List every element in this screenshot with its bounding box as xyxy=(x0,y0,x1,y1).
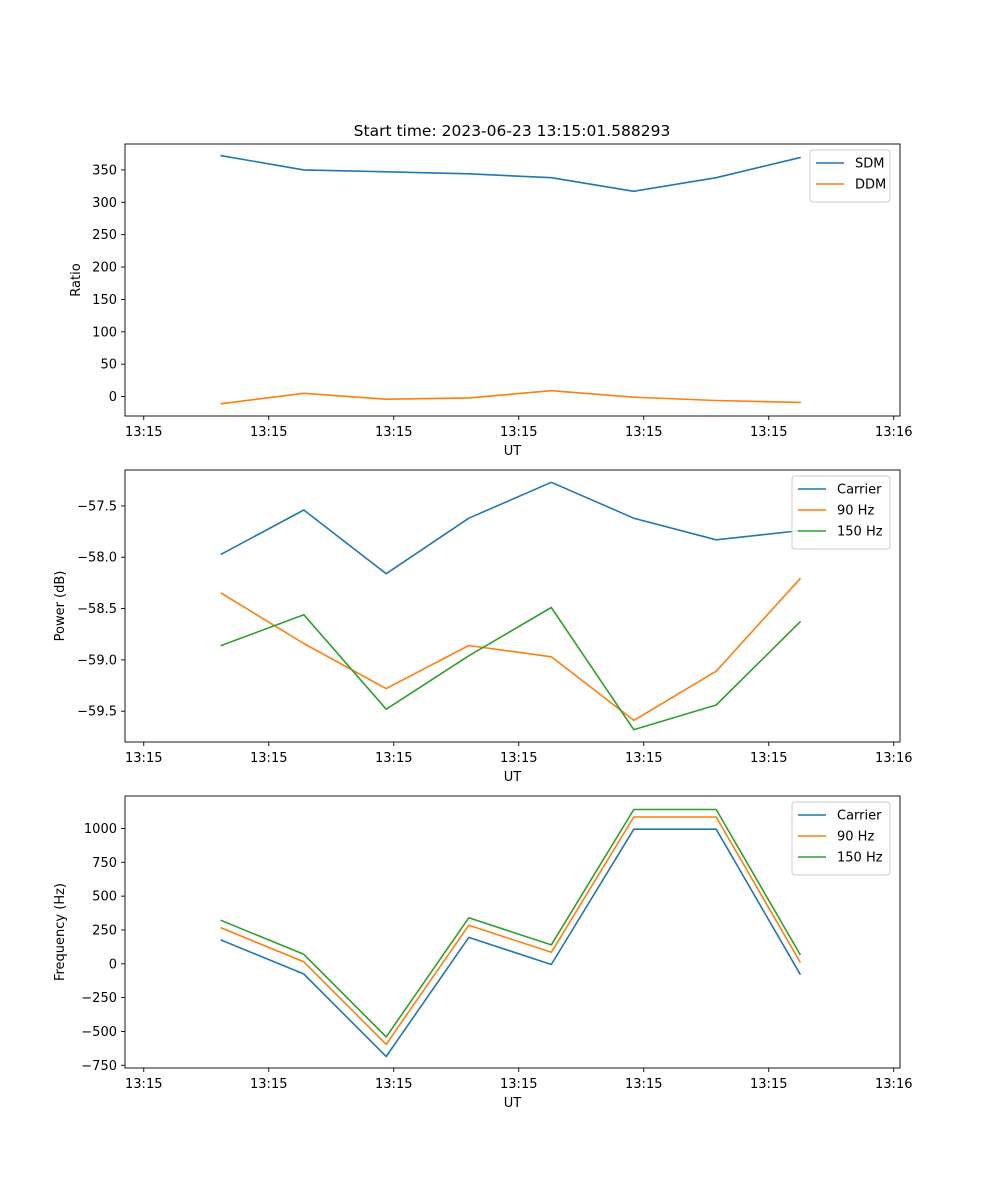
y-tick-label: 100 xyxy=(92,325,117,340)
series-line-90-hz xyxy=(220,577,802,722)
x-tick-label: 13:15 xyxy=(250,1077,287,1092)
panel-3: 13:15 13:15 13:15 13:15 13:15 13:15 13:16 1000 7… xyxy=(53,795,912,1111)
y-tick-label: −750 xyxy=(81,1059,117,1074)
x-tick-label: 13:15 xyxy=(250,751,287,766)
x-tick-label: 13:15 xyxy=(375,751,412,766)
legend-label: Carrier xyxy=(837,483,882,498)
panel-2: 13:15 13:15 13:15 13:15 13:15 13:15 13:16 −57.5… xyxy=(53,469,912,785)
x-tick-label: 13:15 xyxy=(125,1077,162,1092)
y-tick-label: 300 xyxy=(92,196,117,211)
legend-label: DDM xyxy=(855,178,886,193)
series-line-carrier xyxy=(220,828,802,1058)
y-tick-label: 0 xyxy=(109,957,117,972)
legend: SDM DDM xyxy=(809,149,891,203)
plot-frame xyxy=(124,795,901,1069)
y-tick-label: 1000 xyxy=(84,822,117,837)
x-tick-label: 13:15 xyxy=(750,1077,787,1092)
y-tick-label: 50 xyxy=(100,358,117,373)
x-tick-label: 13:16 xyxy=(875,1077,912,1092)
panel-1: 13:15 13:15 13:15 13:15 13:15 13:15 13:16 0 50 10… xyxy=(69,143,912,459)
y-tick-label: −57.5 xyxy=(77,499,117,514)
series-line-sdm xyxy=(220,154,801,193)
y-tick-label: 750 xyxy=(92,856,117,871)
series-line-carrier xyxy=(220,481,801,575)
panels: 13:15 13:15 13:15 13:15 13:15 13:15 13:16 0 50 10… xyxy=(53,143,912,1111)
x-tick-label: 13:15 xyxy=(500,751,537,766)
series-line-90-hz xyxy=(220,816,802,1046)
legend-label: 90 Hz xyxy=(837,504,874,519)
x-tick-label: 13:16 xyxy=(875,751,912,766)
y-tick-label: 150 xyxy=(92,293,117,308)
x-tick-label: 13:15 xyxy=(375,425,412,440)
figure-title: Start time: 2023-06-23 13:15:01.588293 xyxy=(354,122,671,140)
x-tick-label: 13:16 xyxy=(875,425,912,440)
y-axis-label: Frequency (Hz) xyxy=(53,883,68,981)
y-tick-label: 0 xyxy=(109,390,117,405)
legend-label: SDM xyxy=(855,157,884,172)
y-tick-label: −59.0 xyxy=(77,653,117,668)
x-tick-label: 13:15 xyxy=(500,425,537,440)
y-axis-label: Power (dB) xyxy=(53,571,68,642)
legend: Carrier 90 Hz 150 Hz xyxy=(791,475,891,550)
x-tick-label: 13:15 xyxy=(750,751,787,766)
x-axis-label: UT xyxy=(504,444,522,459)
y-tick-label: −500 xyxy=(81,1025,117,1040)
legend-label: 150 Hz xyxy=(837,851,883,866)
series-line-ddm xyxy=(220,389,801,405)
x-tick-label: 13:15 xyxy=(625,751,662,766)
x-tick-label: 13:15 xyxy=(500,1077,537,1092)
y-axis-label: Ratio xyxy=(69,263,84,296)
y-tick-label: −250 xyxy=(81,991,117,1006)
legend: Carrier 90 Hz 150 Hz xyxy=(791,801,891,876)
x-tick-label: 13:15 xyxy=(250,425,287,440)
x-tick-label: 13:15 xyxy=(125,751,162,766)
series-line-150-hz xyxy=(220,606,802,731)
x-axis-label: UT xyxy=(504,770,522,785)
y-tick-label: 250 xyxy=(92,228,117,243)
plot-frame xyxy=(124,469,901,743)
legend-label: 150 Hz xyxy=(837,525,883,540)
y-tick-label: −59.5 xyxy=(77,705,117,720)
x-tick-label: 13:15 xyxy=(375,1077,412,1092)
legend-label: 90 Hz xyxy=(837,830,874,845)
y-tick-label: 250 xyxy=(92,923,117,938)
legend-label: Carrier xyxy=(837,809,882,824)
series-line-150-hz xyxy=(220,808,802,1038)
x-tick-label: 13:15 xyxy=(625,425,662,440)
x-tick-label: 13:15 xyxy=(750,425,787,440)
x-tick-label: 13:15 xyxy=(125,425,162,440)
plot-frame xyxy=(124,143,901,417)
y-tick-label: 500 xyxy=(92,890,117,905)
y-tick-label: 350 xyxy=(92,163,117,178)
y-tick-label: −58.0 xyxy=(77,551,117,566)
x-axis-label: UT xyxy=(504,1096,522,1111)
y-tick-label: −58.5 xyxy=(77,602,117,617)
y-tick-label: 200 xyxy=(92,261,117,276)
x-tick-label: 13:15 xyxy=(625,1077,662,1092)
